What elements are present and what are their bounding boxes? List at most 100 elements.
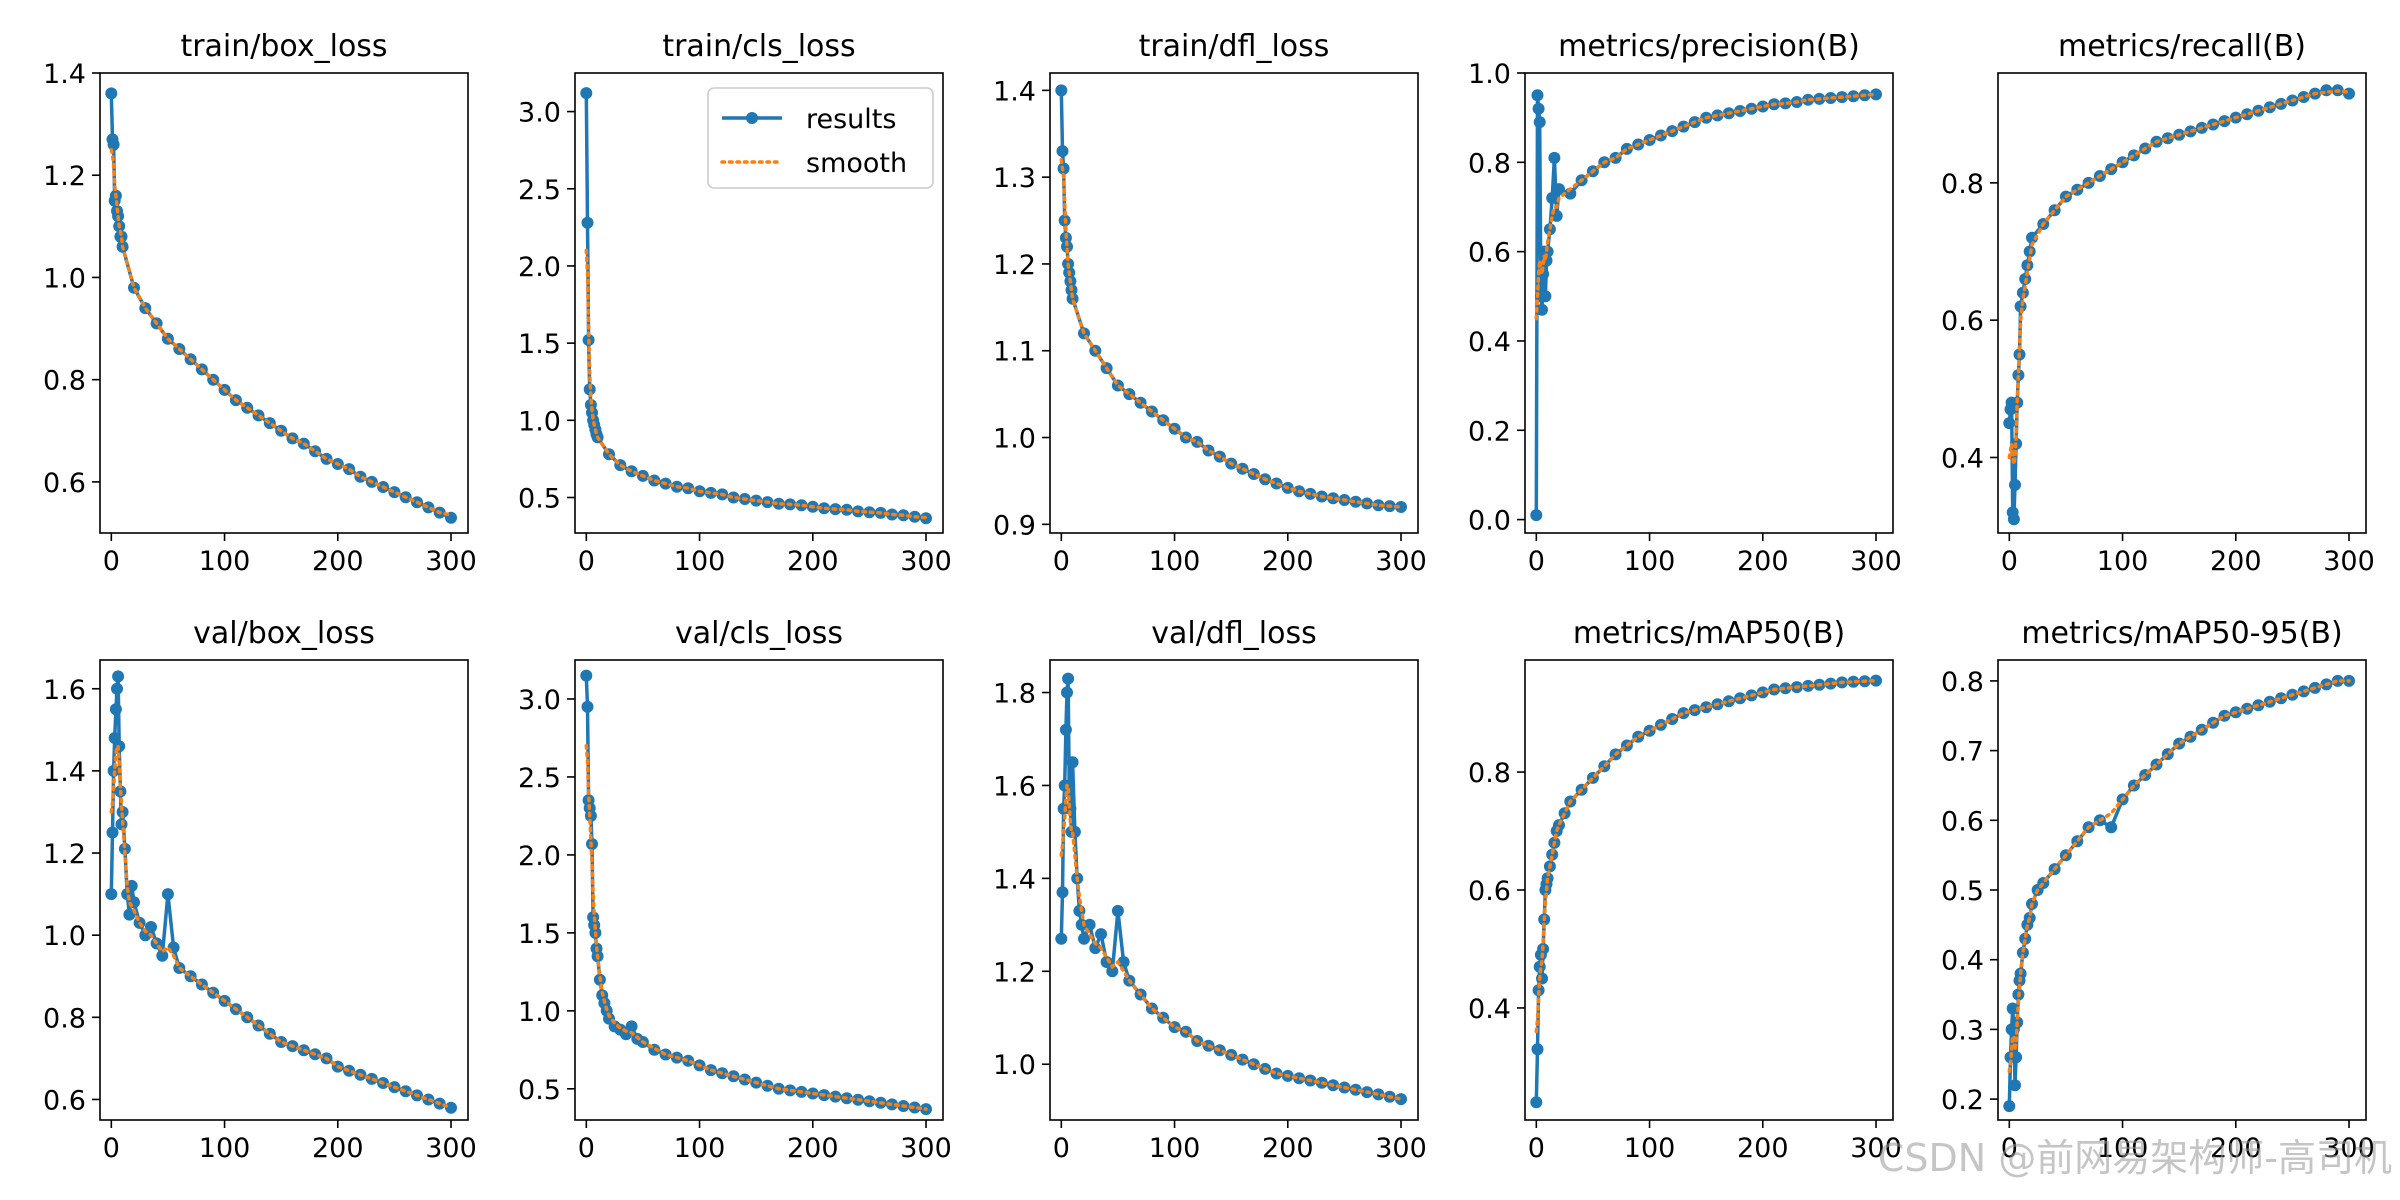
axes-frame xyxy=(99,659,469,1121)
results-point xyxy=(112,670,125,683)
results-point xyxy=(1546,192,1559,204)
smooth-line xyxy=(1059,158,1403,509)
x-tick-label: 200 xyxy=(1737,546,1789,577)
results-point xyxy=(795,499,808,512)
subplot-metrics-map50-95-b-: metrics/mAP50-95(B) 0 100 200 300 0.2 0.3 0.4 0.… xyxy=(1941,616,2375,1164)
x-tick-label: 300 xyxy=(1850,546,1902,577)
results-point xyxy=(161,888,174,901)
smooth-line xyxy=(1059,783,1403,1101)
y-tick-label: 0.8 xyxy=(43,1003,86,1034)
results-point xyxy=(1066,756,1079,769)
axes-frame xyxy=(574,72,944,534)
results-point xyxy=(625,1020,638,1033)
smooth-line xyxy=(109,147,453,517)
x-tick-label: 100 xyxy=(199,1133,251,1164)
y-tick-label: 0.8 xyxy=(1941,667,1984,698)
results-point xyxy=(1349,495,1362,508)
results-point xyxy=(2003,1100,2016,1113)
x-tick-label: 0 xyxy=(578,546,595,577)
subplot-train-box-loss: train/box_loss 0 100 200 300 0.6 0.8 1.0 1.2 1.4 xyxy=(43,29,477,577)
y-tick-label: 2.0 xyxy=(518,841,561,872)
results-point xyxy=(1372,499,1385,512)
results-line xyxy=(1059,90,1402,509)
legend-box xyxy=(707,87,934,189)
subplot-title: metrics/mAP50(B) xyxy=(1573,616,1845,651)
y-tick-label: 1.4 xyxy=(993,864,1036,895)
x-tick-label: 200 xyxy=(2210,546,2262,577)
results-point xyxy=(118,842,131,855)
series-group xyxy=(2003,84,2355,526)
subplot-train-dfl-loss: train/dfl_loss 0 100 200 300 0.9 1.0 1.1 1.2 1.3 1… xyxy=(993,29,1427,577)
results-point xyxy=(750,494,763,507)
results-point xyxy=(1078,932,1090,945)
axes-frame xyxy=(1997,659,2367,1121)
results-point xyxy=(1089,942,1102,955)
results-point xyxy=(1539,290,1552,303)
axes-frame xyxy=(1049,659,1419,1121)
results-point xyxy=(445,1101,457,1114)
results-point xyxy=(1062,672,1075,685)
x-tick-label: 300 xyxy=(2323,1133,2375,1164)
y-tick-label: 3.0 xyxy=(518,98,561,129)
smooth-line xyxy=(584,248,928,520)
x-tick-label: 0 xyxy=(1528,546,1545,577)
results-point xyxy=(2009,1079,2021,1092)
results-point xyxy=(115,230,128,243)
x-tick-label: 200 xyxy=(787,546,839,577)
x-tick-label: 300 xyxy=(425,546,477,577)
results-point xyxy=(2009,478,2021,491)
subplot-train-cls-loss: train/cls_loss 0 100 200 300 0.5 1.0 1.5 2.0 2.5 3… xyxy=(518,29,952,577)
subplot-title: val/box_loss xyxy=(193,616,375,651)
results-point xyxy=(761,1079,774,1092)
results-point xyxy=(1055,932,1068,945)
subplot-val-cls-loss: val/cls_loss 0 100 200 300 0.5 1.0 1.5 2.0 2.5 3.0 xyxy=(518,616,952,1164)
x-tick-label: 300 xyxy=(1375,1133,1427,1164)
results-point xyxy=(908,1101,921,1114)
x-tick-label: 300 xyxy=(1375,546,1427,577)
subplot-title: train/dfl_loss xyxy=(1139,29,1330,64)
subplot-title: val/dfl_loss xyxy=(1151,616,1316,651)
y-tick-label: 0.6 xyxy=(43,1085,86,1116)
results-point xyxy=(1548,151,1561,164)
x-tick-label: 100 xyxy=(2097,546,2149,577)
results-point xyxy=(1847,675,1860,688)
x-tick-label: 200 xyxy=(787,1133,839,1164)
results-point xyxy=(2241,108,2254,121)
subplot-title: metrics/precision(B) xyxy=(1558,29,1860,64)
y-tick-label: 0.6 xyxy=(1468,876,1511,907)
x-tick-label: 200 xyxy=(312,546,364,577)
y-tick-label: 0.6 xyxy=(1468,238,1511,269)
y-tick-label: 0.3 xyxy=(1941,1015,1984,1046)
y-tick-label: 1.0 xyxy=(43,921,86,952)
results-point xyxy=(2016,946,2029,959)
x-tick-label: 100 xyxy=(1624,1133,1676,1164)
y-tick-label: 1.2 xyxy=(993,957,1036,988)
results-point xyxy=(1756,100,1769,113)
results-point xyxy=(399,1085,412,1098)
results-line xyxy=(109,93,452,520)
y-tick-label: 0.6 xyxy=(1941,306,1984,337)
y-tick-label: 0.4 xyxy=(1941,946,1984,977)
results-point xyxy=(365,1072,378,1085)
y-tick-label: 1.3 xyxy=(993,163,1036,194)
results-point xyxy=(1546,848,1559,861)
x-tick-label: 100 xyxy=(199,546,251,577)
axes-frame xyxy=(1049,72,1419,534)
results-point xyxy=(1293,1072,1306,1085)
y-tick-label: 2.5 xyxy=(518,175,561,206)
series-group xyxy=(580,669,932,1116)
x-tick-label: 0 xyxy=(2001,546,2018,577)
x-tick-label: 0 xyxy=(103,1133,120,1164)
results-point xyxy=(1531,89,1544,102)
y-tick-label: 0.6 xyxy=(43,468,86,499)
y-tick-label: 1.2 xyxy=(43,161,86,192)
results-point xyxy=(1055,84,1068,97)
y-tick-label: 0.8 xyxy=(1468,758,1511,789)
subplot-val-dfl-loss: val/dfl_loss 0 100 200 300 1.0 1.2 1.4 1.6 1.8 xyxy=(993,616,1427,1164)
y-tick-label: 0.9 xyxy=(993,510,1036,541)
y-tick-label: 0.8 xyxy=(1468,148,1511,179)
watermark-text: CSDN @前网易架构师-高司机 xyxy=(1877,1136,2392,1180)
series-group xyxy=(1530,88,1882,522)
x-tick-label: 0 xyxy=(2001,1133,2018,1164)
